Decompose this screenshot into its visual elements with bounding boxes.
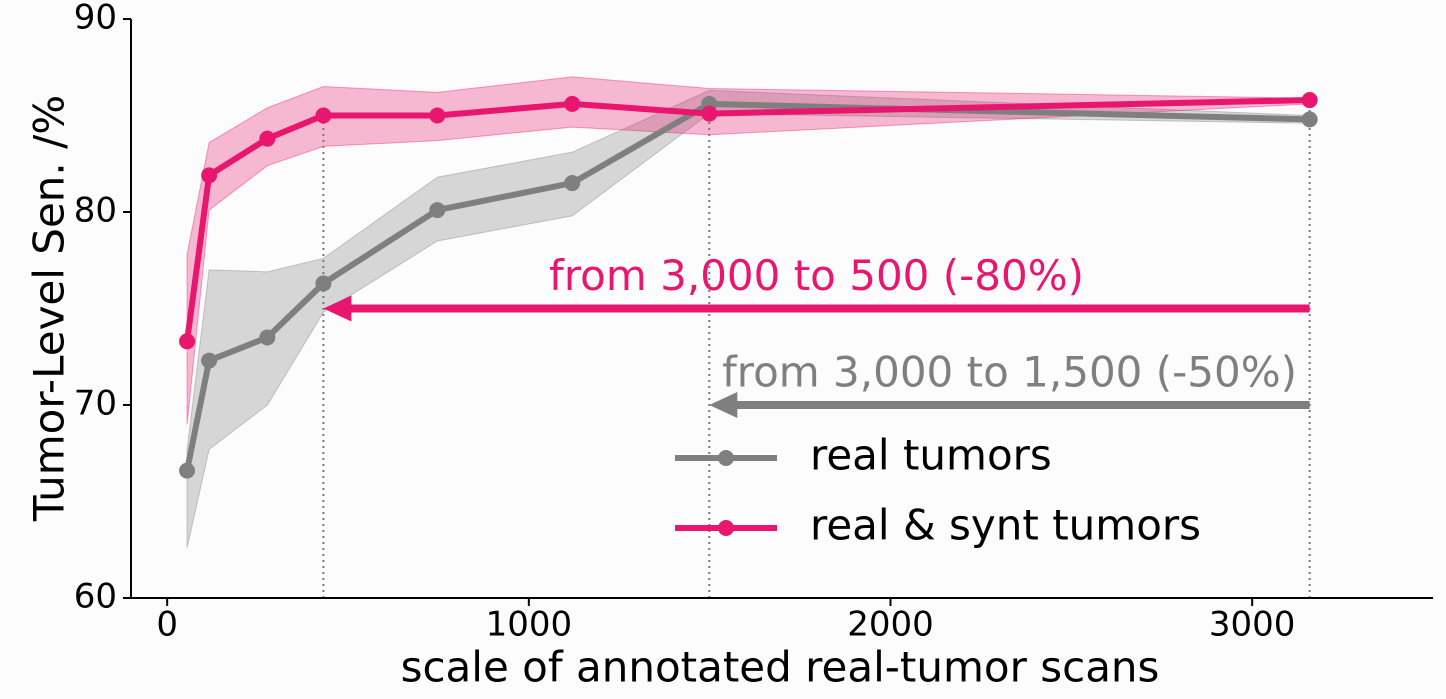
x-tick-label: 3000 (1209, 605, 1296, 645)
data-point (564, 175, 581, 192)
data-point (429, 107, 446, 124)
data-point (315, 107, 332, 124)
series-line (184, 97, 1310, 342)
data-point (1301, 92, 1318, 109)
x-tick-label: 0 (156, 605, 178, 645)
data-point (201, 352, 218, 369)
y-tick-label: 60 (74, 577, 117, 617)
y-tick-label: 80 (74, 191, 117, 231)
x-tick-label: 1000 (486, 605, 573, 645)
data-point (429, 202, 446, 219)
data-point (259, 130, 276, 147)
y-axis-label: Tumor-Level Sen. /% (25, 95, 74, 522)
data-point (259, 329, 276, 346)
legend-marker (718, 520, 734, 536)
data-point (1301, 111, 1318, 128)
data-point (315, 275, 332, 292)
legend-label: real tumors (810, 431, 1052, 480)
data-point (201, 167, 218, 184)
annotation-text: from 3,000 to 500 (-80%) (549, 251, 1084, 300)
arrow-head (709, 392, 738, 418)
arrow-head (323, 295, 352, 322)
y-tick-label: 90 (74, 0, 117, 38)
annotation-text: from 3,000 to 1,500 (-50%) (722, 348, 1297, 397)
x-tick-label: 2000 (847, 605, 934, 645)
legend-label: real & synt tumors (810, 501, 1201, 550)
data-point (564, 95, 581, 112)
legend-marker (718, 450, 734, 466)
y-tick-label: 70 (74, 384, 117, 424)
data-point (701, 105, 718, 122)
x-axis-label: scale of annotated real-tumor scans (401, 643, 1160, 692)
data-point (179, 462, 196, 479)
data-point (179, 333, 196, 350)
series-line (184, 100, 1310, 472)
